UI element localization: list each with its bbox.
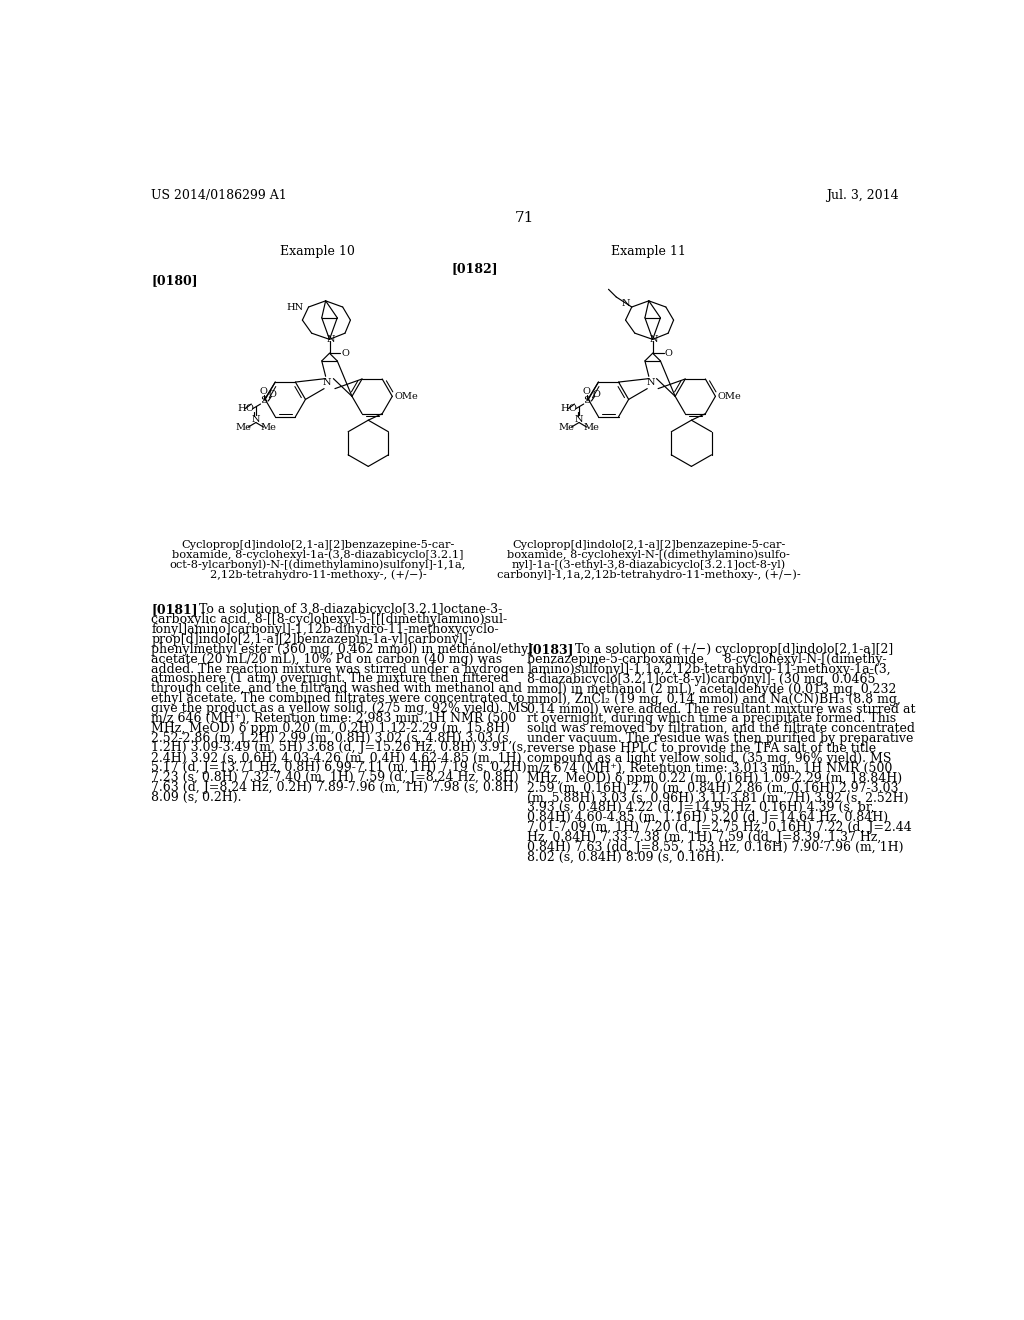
Text: H: H (561, 404, 569, 413)
Text: 0.84H) 4.60-4.85 (m, 1.16H) 5.20 (d, J=14.64 Hz, 0.84H): 0.84H) 4.60-4.85 (m, 1.16H) 5.20 (d, J=1… (527, 810, 888, 824)
Text: N: N (252, 414, 260, 424)
Text: Me: Me (559, 422, 574, 432)
Text: O: O (665, 348, 672, 358)
Text: acetate (20 mL/20 mL), 10% Pd on carbon (40 mg) was: acetate (20 mL/20 mL), 10% Pd on carbon … (152, 653, 503, 665)
Text: 7.01-7.09 (m, 1H) 7.20 (d, J=2.75 Hz, 0.16H) 7.22 (d, J=2.44: 7.01-7.09 (m, 1H) 7.20 (d, J=2.75 Hz, 0.… (527, 821, 912, 834)
Text: solid was removed by filtration, and the filtrate concentrated: solid was removed by filtration, and the… (527, 722, 915, 735)
Text: benzazepine-5-carboxamide,    8-cyclohexyl-N-[(dimethy-: benzazepine-5-carboxamide, 8-cyclohexyl-… (527, 653, 887, 667)
Text: ethyl acetate. The combined filtrates were concentrated to: ethyl acetate. The combined filtrates we… (152, 692, 524, 705)
Text: oct-8-ylcarbonyl)-N-[(dimethylamino)sulfonyl]-1,1a,: oct-8-ylcarbonyl)-N-[(dimethylamino)sulf… (170, 560, 466, 570)
Text: compound as a light yellow solid, (35 mg, 96% yield). MS: compound as a light yellow solid, (35 mg… (527, 752, 892, 764)
Text: Me: Me (260, 422, 276, 432)
Text: 8.02 (s, 0.84H) 8.09 (s, 0.16H).: 8.02 (s, 0.84H) 8.09 (s, 0.16H). (527, 850, 725, 863)
Text: Hz, 0.84H) 7.33-7.38 (m, 1H) 7.59 (dd, J=8.39, 1.37 Hz,: Hz, 0.84H) 7.33-7.38 (m, 1H) 7.59 (dd, J… (527, 830, 882, 843)
Text: 5.17 (d, J=13.71 Hz, 0.8H) 6.99-7.11 (m, 1H) 7.19 (s, 0.2H): 5.17 (d, J=13.71 Hz, 0.8H) 6.99-7.11 (m,… (152, 762, 527, 774)
Text: N: N (574, 414, 584, 424)
Text: carboxylic acid, 8-[[8-cyclohexyl-5-[[[dimethylamino)sul-: carboxylic acid, 8-[[8-cyclohexyl-5-[[[d… (152, 614, 507, 626)
Text: 0.14 mmol) were added. The resultant mixture was stirred at: 0.14 mmol) were added. The resultant mix… (527, 702, 915, 715)
Text: MHz, MeOD) δ ppm 0.20 (m, 0.2H) 1.12-2.29 (m, 15.8H): MHz, MeOD) δ ppm 0.20 (m, 0.2H) 1.12-2.2… (152, 722, 510, 735)
Text: rt overnight, during which time a precipitate formed. This: rt overnight, during which time a precip… (527, 713, 896, 726)
Text: [0180]: [0180] (152, 275, 198, 286)
Text: 2,12b-tetrahydro-11-methoxy-, (+/−)-: 2,12b-tetrahydro-11-methoxy-, (+/−)- (210, 570, 426, 581)
Text: O: O (569, 404, 577, 413)
Text: carbonyl]-1,1a,2,12b-tetrahydro-11-methoxy-, (+/−)-: carbonyl]-1,1a,2,12b-tetrahydro-11-metho… (497, 570, 801, 581)
Text: 0.84H) 7.63 (dd, J=8.55, 1.53 Hz, 0.16H) 7.90-7.96 (m, 1H): 0.84H) 7.63 (dd, J=8.55, 1.53 Hz, 0.16H)… (527, 841, 903, 854)
Text: OMe: OMe (718, 392, 741, 401)
Text: nyl]-1a-[(3-ethyl-3,8-diazabicyclo[3.2.1]oct-8-yl): nyl]-1a-[(3-ethyl-3,8-diazabicyclo[3.2.1… (512, 560, 786, 570)
Text: O: O (341, 348, 349, 358)
Text: To a solution of 3,8-diazabicyclo[3.2.1]octane-3-: To a solution of 3,8-diazabicyclo[3.2.1]… (187, 603, 502, 616)
Text: fonyl]amino]carbonyl]-1,12b-dihydro-11-methoxycyclo-: fonyl]amino]carbonyl]-1,12b-dihydro-11-m… (152, 623, 499, 636)
Text: S: S (260, 396, 267, 405)
Text: Cycloprop[d]indolo[2,1-a][2]benzazepine-5-car-: Cycloprop[d]indolo[2,1-a][2]benzazepine-… (512, 540, 785, 549)
Text: N: N (646, 378, 654, 387)
Text: S: S (584, 396, 591, 405)
Text: m/z 674 (MH⁺), Retention time: 3.013 min. 1H NMR (500: m/z 674 (MH⁺), Retention time: 3.013 min… (527, 762, 893, 775)
Text: Jul. 3, 2014: Jul. 3, 2014 (825, 189, 898, 202)
Text: N: N (622, 298, 630, 308)
Text: Me: Me (584, 422, 599, 432)
Text: O: O (592, 391, 600, 399)
Text: O: O (583, 387, 591, 396)
Text: [0183]: [0183] (527, 644, 573, 656)
Text: Me: Me (236, 422, 252, 432)
Text: N: N (323, 378, 332, 387)
Text: N: N (650, 335, 658, 343)
Text: added. The reaction mixture was stirred under a hydrogen: added. The reaction mixture was stirred … (152, 663, 524, 676)
Text: O: O (246, 404, 254, 413)
Text: 8-diazabicyclo[3.2.1]oct-8-yl)carbonyl]- (30 mg, 0.0465: 8-diazabicyclo[3.2.1]oct-8-yl)carbonyl]-… (527, 673, 876, 686)
Text: m/z 646 (MH⁺), Retention time: 2.983 min. 1H NMR (500: m/z 646 (MH⁺), Retention time: 2.983 min… (152, 711, 516, 725)
Text: H: H (238, 404, 246, 413)
Text: boxamide, 8-cyclohexyl-1a-(3,8-diazabicyclo[3.2.1]: boxamide, 8-cyclohexyl-1a-(3,8-diazabicy… (172, 549, 464, 560)
Text: mmol) in methanol (2 mL), acetaldehyde (0.013 mg, 0.232: mmol) in methanol (2 mL), acetaldehyde (… (527, 682, 896, 696)
Text: [0181]: [0181] (152, 603, 198, 616)
Text: prop[d]indolo[2,1-a][2]benzazepin-1a-yl]carbonyl]-,: prop[d]indolo[2,1-a][2]benzazepin-1a-yl]… (152, 634, 476, 645)
Text: give the product as a yellow solid, (275 mg, 92% yield). MS: give the product as a yellow solid, (275… (152, 702, 528, 715)
Text: (m, 5.88H) 3.03 (s, 0.96H) 3.11-3.81 (m, 7H) 3.92 (s, 2.52H): (m, 5.88H) 3.03 (s, 0.96H) 3.11-3.81 (m,… (527, 792, 908, 804)
Text: 7.63 (d, J=8.24 Hz, 0.2H) 7.89-7.96 (m, 1H) 7.98 (s, 0.8H): 7.63 (d, J=8.24 Hz, 0.2H) 7.89-7.96 (m, … (152, 781, 519, 793)
Text: To a solution of (+/−) cycloprop[d]indolo[2,1-a][2]: To a solution of (+/−) cycloprop[d]indol… (563, 644, 893, 656)
Text: through celite, and the filtrand washed with methanol and: through celite, and the filtrand washed … (152, 682, 522, 696)
Text: reverse phase HPLC to provide the TFA salt of the title: reverse phase HPLC to provide the TFA sa… (527, 742, 877, 755)
Text: 71: 71 (515, 211, 535, 224)
Text: US 2014/0186299 A1: US 2014/0186299 A1 (152, 189, 287, 202)
Text: Example 10: Example 10 (281, 244, 355, 257)
Text: 2.52-2.86 (m, 1.2H) 2.99 (m, 0.8H) 3.02 (s, 4.8H) 3.03 (s,: 2.52-2.86 (m, 1.2H) 2.99 (m, 0.8H) 3.02 … (152, 731, 513, 744)
Text: Cycloprop[d]indolo[2,1-a][2]benzazepine-5-car-: Cycloprop[d]indolo[2,1-a][2]benzazepine-… (181, 540, 455, 549)
Text: 3.93 (s, 0.48H) 4.22 (d, J=14.95 Hz, 0.16H) 4.39 (s, br,: 3.93 (s, 0.48H) 4.22 (d, J=14.95 Hz, 0.1… (527, 801, 874, 814)
Text: 7.23 (s, 0.8H) 7.32-7.40 (m, 1H) 7.59 (d, J=8.24 Hz, 0.8H): 7.23 (s, 0.8H) 7.32-7.40 (m, 1H) 7.59 (d… (152, 771, 519, 784)
Text: O: O (269, 391, 276, 399)
Text: [0182]: [0182] (452, 263, 498, 276)
Text: mmol), ZnCl₂ (19 mg, 0.14 mmol) and Na(CN)BH₃ (8.8 mg,: mmol), ZnCl₂ (19 mg, 0.14 mmol) and Na(C… (527, 693, 901, 706)
Text: HN: HN (286, 302, 303, 312)
Text: 2.4H) 3.92 (s, 0.6H) 4.03-4.26 (m, 0.4H) 4.62-4.85 (m, 1H): 2.4H) 3.92 (s, 0.6H) 4.03-4.26 (m, 0.4H)… (152, 751, 522, 764)
Text: 2.59 (m, 0.16H) 2.70 (m, 0.84H) 2.86 (m, 0.16H) 2.97-3.03: 2.59 (m, 0.16H) 2.70 (m, 0.84H) 2.86 (m,… (527, 781, 899, 795)
Text: 8.09 (s, 0.2H).: 8.09 (s, 0.2H). (152, 791, 242, 804)
Text: boxamide, 8-cyclohexyl-N-[(dimethylamino)sulfo-: boxamide, 8-cyclohexyl-N-[(dimethylamino… (507, 549, 791, 560)
Text: O: O (260, 387, 267, 396)
Text: N: N (327, 335, 335, 343)
Text: phenylmethyl ester (360 mg, 0.462 mmol) in methanol/ethyl: phenylmethyl ester (360 mg, 0.462 mmol) … (152, 643, 532, 656)
Text: OMe: OMe (394, 392, 419, 401)
Text: under vacuum. The residue was then purified by preparative: under vacuum. The residue was then purif… (527, 733, 913, 746)
Text: Example 11: Example 11 (611, 244, 686, 257)
Text: lamino)sulfonyl]-1,1a,2,12b-tetrahydro-11-methoxy-1a-(3,: lamino)sulfonyl]-1,1a,2,12b-tetrahydro-1… (527, 663, 891, 676)
Text: 1.2H) 3.09-3.49 (m, 5H) 3.68 (d, J=15.26 Hz, 0.8H) 3.91 (s,: 1.2H) 3.09-3.49 (m, 5H) 3.68 (d, J=15.26… (152, 742, 527, 755)
Text: atmosphere (1 atm) overnight. The mixture then filtered: atmosphere (1 atm) overnight. The mixtur… (152, 672, 509, 685)
Text: MHz, MeOD) δ ppm 0.22 (m, 0.16H) 1.09-2.29 (m, 18.84H): MHz, MeOD) δ ppm 0.22 (m, 0.16H) 1.09-2.… (527, 772, 902, 784)
